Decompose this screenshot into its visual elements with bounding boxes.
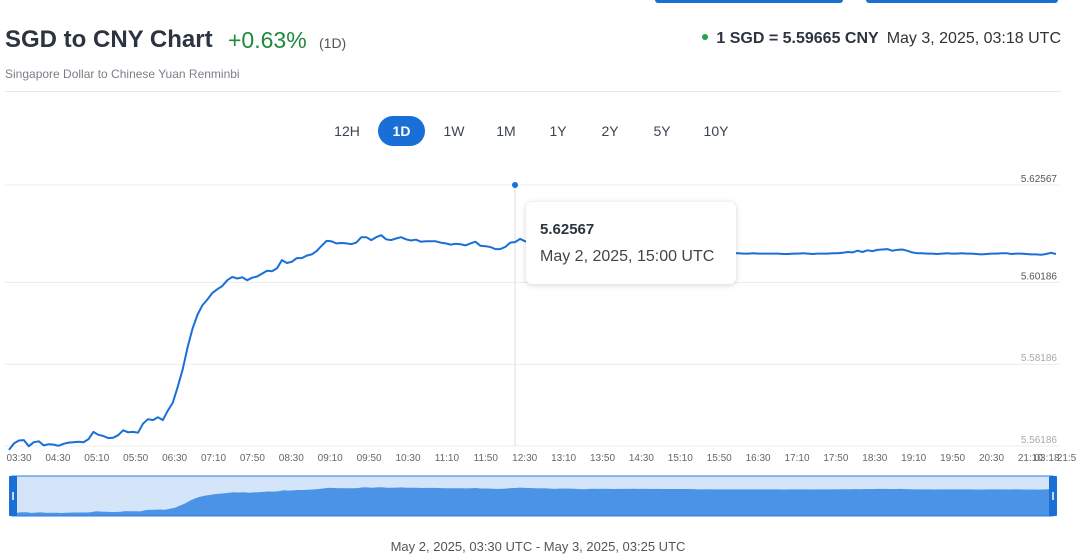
rate-value: 1 SGD = 5.59665 CNY [716, 30, 879, 47]
x-tick-label: 03:18 [1034, 453, 1059, 464]
range-button-12h[interactable]: 12H [334, 123, 360, 139]
page-title: SGD to CNY Chart [5, 26, 213, 53]
x-tick-label: 03:30 [6, 453, 31, 464]
header-divider [5, 91, 1061, 92]
date-range-label: May 2, 2025, 03:30 UTC - May 3, 2025, 03… [390, 539, 686, 554]
y-tick-label: 5.58186 [1021, 353, 1058, 364]
y-tick-label: 5.56186 [1021, 435, 1058, 446]
x-tick-label: 19:10 [901, 453, 926, 464]
x-tick-label: 11:10 [435, 453, 460, 464]
x-tick-label: 05:10 [84, 453, 109, 464]
tooltip-value: 5.62567 [540, 221, 595, 238]
page-subtitle: Singapore Dollar to Chinese Yuan Renminb… [5, 67, 240, 81]
x-tick-label: 12:30 [512, 453, 537, 464]
time-range-selector: 12H 1D 1W 1M 1Y 2Y 5Y 10Y [324, 116, 741, 146]
range-button-1m[interactable]: 1M [496, 123, 516, 139]
top-tab-indicator-left [655, 0, 843, 3]
x-tick-label: 07:10 [201, 453, 226, 464]
top-tab-indicator-right [866, 0, 1058, 3]
navigator-area [12, 487, 1053, 516]
tooltip-date: May 2, 2025, 15:00 UTC [540, 248, 715, 265]
x-tick-label: 10:30 [395, 453, 420, 464]
x-tick-label: 15:50 [707, 453, 732, 464]
range-button-1w[interactable]: 1W [443, 123, 465, 139]
y-tick-label: 5.60186 [1021, 271, 1058, 282]
x-tick-label: 14:30 [629, 453, 654, 464]
live-status-dot [702, 33, 709, 40]
x-tick-label: 17:10 [784, 453, 809, 464]
x-tick-label: 13:50 [590, 453, 615, 464]
x-tick-label: 21:10 [1018, 453, 1043, 464]
range-button-1d[interactable]: 1D [378, 116, 425, 146]
change-period: (1D) [319, 35, 347, 51]
x-tick-label: 20:30 [979, 453, 1004, 464]
x-tick-label: 17:50 [823, 453, 848, 464]
x-tick-label: 13:10 [551, 453, 576, 464]
range-button-10y[interactable]: 10Y [703, 123, 729, 139]
range-button-1y[interactable]: 1Y [549, 123, 567, 139]
x-tick-label: 11:50 [474, 453, 499, 464]
x-tick-label: 15:10 [668, 453, 693, 464]
x-tick-label: 09:10 [318, 453, 343, 464]
x-tick-label: 21:50 [1057, 453, 1076, 464]
highlight-point [512, 182, 518, 188]
x-tick-label: 07:50 [240, 453, 265, 464]
x-tick-label: 16:30 [746, 453, 771, 464]
chart-tooltip: 5.62567 May 2, 2025, 15:00 UTC [526, 202, 736, 284]
x-tick-label: 04:30 [45, 453, 70, 464]
current-rate: 1 SGD = 5.59665 CNY May 3, 2025, 03:18 UT… [702, 30, 1061, 48]
x-tick-label: 09:50 [357, 453, 382, 464]
x-tick-label: 18:30 [862, 453, 887, 464]
x-tick-label: 08:30 [279, 453, 304, 464]
x-tick-label: 06:30 [162, 453, 187, 464]
x-tick-label: 05:50 [123, 453, 148, 464]
rate-timestamp: May 3, 2025, 03:18 UTC [886, 30, 1061, 47]
x-tick-label: 19:50 [940, 453, 965, 464]
y-tick-label: 5.62567 [1021, 174, 1058, 185]
exchange-rate-chart[interactable]: 5.62567 5.60186 5.58186 5.56186 03:30 04:30 05… [0, 160, 1076, 525]
change-percent: +0.63% [228, 27, 307, 53]
range-button-5y[interactable]: 5Y [653, 123, 671, 139]
range-button-2y[interactable]: 2Y [601, 123, 619, 139]
